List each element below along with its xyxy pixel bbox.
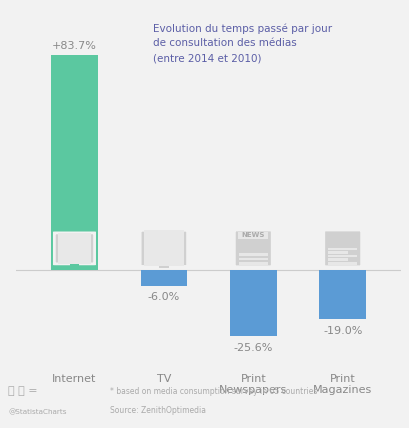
Text: NEWS: NEWS bbox=[242, 232, 265, 238]
Bar bbox=[239, 253, 267, 256]
Bar bbox=[230, 270, 276, 336]
Text: * based on media consumption survey in 65 countries: * based on media consumption survey in 6… bbox=[110, 387, 318, 396]
Text: -25.6%: -25.6% bbox=[234, 342, 273, 353]
Bar bbox=[58, 233, 90, 264]
Bar bbox=[144, 230, 184, 266]
Bar bbox=[51, 55, 98, 270]
Bar bbox=[239, 258, 267, 260]
Text: Evolution du temps passé par jour
de consultation des médias
(entre 2014 et 2010: Evolution du temps passé par jour de con… bbox=[153, 23, 332, 63]
FancyBboxPatch shape bbox=[140, 230, 188, 267]
Bar bbox=[141, 270, 187, 286]
Bar bbox=[328, 259, 348, 261]
Bar bbox=[328, 251, 348, 254]
Bar bbox=[319, 270, 366, 319]
Text: Source: ZenithOptimedia: Source: ZenithOptimedia bbox=[110, 406, 207, 415]
Bar bbox=[78, 268, 90, 270]
Text: -6.0%: -6.0% bbox=[148, 292, 180, 302]
Text: @StatistaCharts: @StatistaCharts bbox=[8, 409, 67, 415]
Text: +83.7%: +83.7% bbox=[52, 41, 97, 51]
Bar bbox=[328, 262, 357, 265]
FancyBboxPatch shape bbox=[235, 230, 272, 266]
Bar bbox=[328, 255, 357, 257]
Bar bbox=[328, 248, 357, 250]
FancyBboxPatch shape bbox=[54, 233, 94, 264]
Text: -19.0%: -19.0% bbox=[323, 326, 362, 336]
Bar bbox=[159, 266, 169, 268]
Bar bbox=[70, 264, 79, 268]
Bar bbox=[238, 232, 268, 239]
FancyBboxPatch shape bbox=[324, 230, 361, 266]
Bar bbox=[58, 268, 71, 270]
Text: ⓪ ⓘ =: ⓪ ⓘ = bbox=[8, 386, 38, 396]
Bar bbox=[239, 262, 267, 265]
